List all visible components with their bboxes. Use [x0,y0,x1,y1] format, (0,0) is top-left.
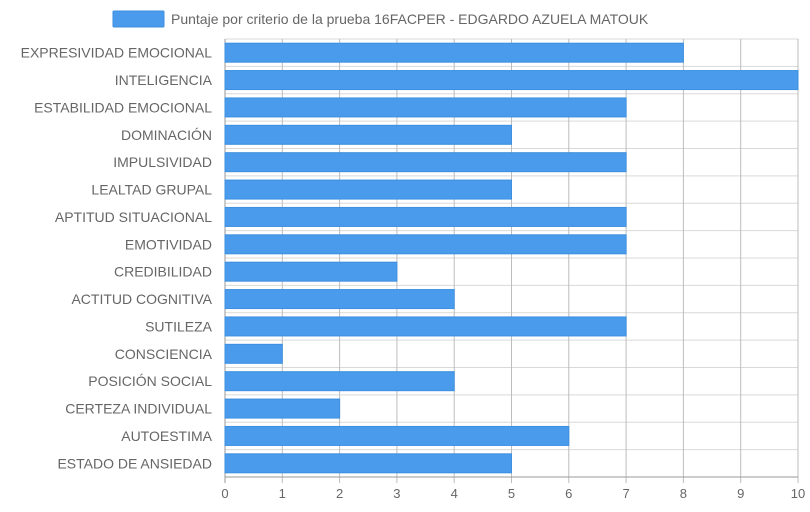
bar[interactable] [224,398,341,419]
bar[interactable] [224,425,570,446]
category-label: EXPRESIVIDAD EMOCIONAL [21,45,213,61]
category-labels: EXPRESIVIDAD EMOCIONAL INTELIGENCIA ESTABI… [21,45,213,472]
bar[interactable] [224,289,455,310]
x-axis-tick-labels: 0 1 2 3 4 5 6 7 8 9 10 [221,486,805,501]
category-label: DOMINACIÓN [121,127,212,143]
category-label: APTITUD SITUACIONAL [55,209,212,225]
category-label: CREDIBILIDAD [114,264,212,280]
x-tick-label: 6 [565,486,572,501]
x-tick-label: 1 [279,486,286,501]
category-label: AUTOESTIMA [121,428,212,444]
bar[interactable] [224,234,627,255]
bar[interactable] [224,453,512,474]
x-tick-label: 0 [221,486,228,501]
category-label: INTELIGENCIA [115,72,213,88]
legend-label: Puntaje por criterio de la prueba 16FACP… [171,11,649,27]
category-label: ACTITUD COGNITIVA [71,291,212,307]
bar[interactable] [224,261,398,282]
bar[interactable] [224,97,627,118]
x-tick-label: 5 [508,486,515,501]
bar[interactable] [224,343,283,364]
x-tick-label: 8 [680,486,687,501]
bar[interactable] [224,179,512,200]
legend-color-box [112,10,165,28]
x-tick-label: 7 [622,486,629,501]
category-label: SUTILEZA [145,318,213,334]
bar[interactable] [224,70,799,91]
bar[interactable] [224,152,627,173]
x-tick-label: 4 [451,486,458,501]
category-label: CONSCIENCIA [115,346,213,362]
bar[interactable] [224,316,627,337]
bar[interactable] [224,124,512,145]
category-label: ESTADO DE ANSIEDAD [57,455,212,471]
bars [224,42,799,474]
x-tick-label: 3 [393,486,400,501]
bar[interactable] [224,42,684,63]
x-tick-label: 9 [737,486,744,501]
grid-lines [224,38,799,483]
category-label: POSICIÓN SOCIAL [88,373,212,389]
x-tick-label: 2 [336,486,343,501]
category-label: ESTABILIDAD EMOCIONAL [34,99,212,115]
category-label: EMOTIVIDAD [125,236,212,252]
bar[interactable] [224,206,627,227]
category-label: IMPULSIVIDAD [113,154,212,170]
bar[interactable] [224,371,455,392]
category-label: CERTEZA INDIVIDUAL [65,401,212,417]
category-label: LEALTAD GRUPAL [91,182,212,198]
chart-legend[interactable]: Puntaje por criterio de la prueba 16FACP… [112,10,649,28]
x-tick-label: 10 [791,486,805,501]
